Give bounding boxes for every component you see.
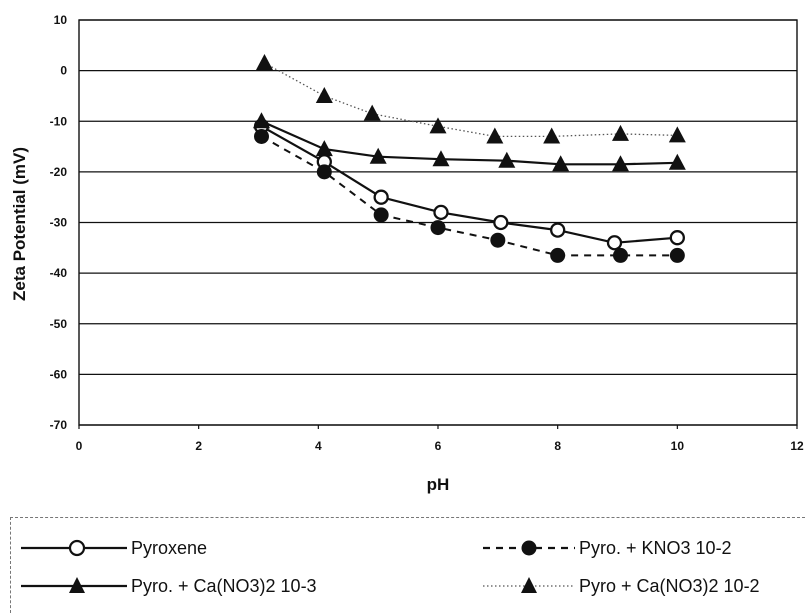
legend-label: Pyroxene: [131, 537, 208, 558]
data-point-1: [550, 247, 566, 263]
zeta-potential-chart: 0 2 4 6 8 10 12 10 0 -10 -20 -30 -40 -50 -60 -70 pH Ze…: [10, 13, 804, 494]
legend-label: Pyro + Ca(NO3)2 10-2: [579, 575, 760, 596]
y-tick-label: -30: [50, 216, 68, 230]
legend-item-kno3: Pyro. + KNO3 10-2: [481, 535, 732, 561]
data-point-2: [498, 151, 516, 168]
data-point-1: [253, 128, 269, 144]
y-tick-label: 0: [60, 64, 67, 78]
data-point-1: [373, 207, 389, 223]
data-point-3: [315, 86, 333, 103]
data-point-0: [550, 222, 566, 238]
chart-legend: Pyroxene Pyro. + KNO3 10-2 Pyro. + Ca(NO…: [10, 517, 806, 613]
legend-swatch-triangle-icon: [21, 577, 127, 593]
legend-item-pyroxene: Pyroxene: [19, 535, 207, 561]
data-point-2: [252, 112, 270, 129]
series-line-2: [261, 120, 678, 166]
data-point-3: [668, 126, 686, 143]
data-point-0: [493, 214, 509, 231]
data-point-1: [612, 247, 628, 263]
data-point-3: [255, 54, 273, 71]
series-line-0: [260, 125, 678, 244]
data-point-1: [316, 164, 332, 180]
series-line-1: [261, 135, 678, 257]
legend-item-ca-10-3: Pyro. + Ca(NO3)2 10-3: [19, 573, 317, 599]
data-point-2: [668, 153, 686, 170]
legend-swatch-open-circle-icon: [21, 539, 127, 557]
y-axis-title: Zeta Potential (mV): [10, 147, 29, 301]
legend-label: Pyro. + KNO3 10-2: [579, 537, 732, 558]
data-point-0: [669, 230, 685, 246]
data-point-2: [315, 140, 333, 157]
y-tick-label: -50: [50, 317, 68, 331]
data-point-1: [669, 247, 685, 263]
x-tick-label: 10: [671, 439, 685, 453]
data-point-3: [543, 127, 561, 144]
data-point-1: [430, 220, 446, 236]
data-point-2: [432, 150, 450, 167]
y-tick-label: -10: [50, 114, 68, 128]
data-point-2: [369, 147, 387, 164]
data-point-3: [486, 127, 504, 144]
data-point-1: [490, 232, 506, 248]
x-tick-label: 12: [790, 439, 804, 453]
x-tick-label: 4: [315, 439, 322, 453]
legend-label: Pyro. + Ca(NO3)2 10-3: [131, 575, 317, 596]
data-point-0: [433, 204, 449, 221]
x-axis-title: pH: [427, 475, 450, 494]
y-tick-label: 10: [54, 13, 68, 27]
legend-swatch-dotted-triangle-icon: [483, 577, 575, 593]
x-tick-label: 8: [554, 439, 561, 453]
data-point-3: [363, 104, 381, 121]
y-tick-label: -20: [50, 165, 68, 179]
data-point-0: [373, 189, 389, 205]
data-point-0: [606, 235, 623, 251]
series-line-3: [264, 62, 678, 138]
x-tick-label: 2: [195, 439, 202, 453]
x-tick-label: 0: [76, 439, 83, 453]
y-tick-label: -70: [50, 418, 68, 432]
legend-swatch-filled-circle-icon: [483, 540, 575, 556]
data-point-2: [552, 155, 570, 172]
y-tick-label: -40: [50, 266, 68, 280]
x-tick-label: 6: [435, 439, 442, 453]
legend-item-ca-10-2: Pyro + Ca(NO3)2 10-2: [481, 573, 760, 599]
data-point-3: [429, 117, 447, 134]
data-point-2: [611, 155, 629, 172]
data-point-3: [611, 124, 629, 141]
y-tick-label: -60: [50, 367, 68, 381]
